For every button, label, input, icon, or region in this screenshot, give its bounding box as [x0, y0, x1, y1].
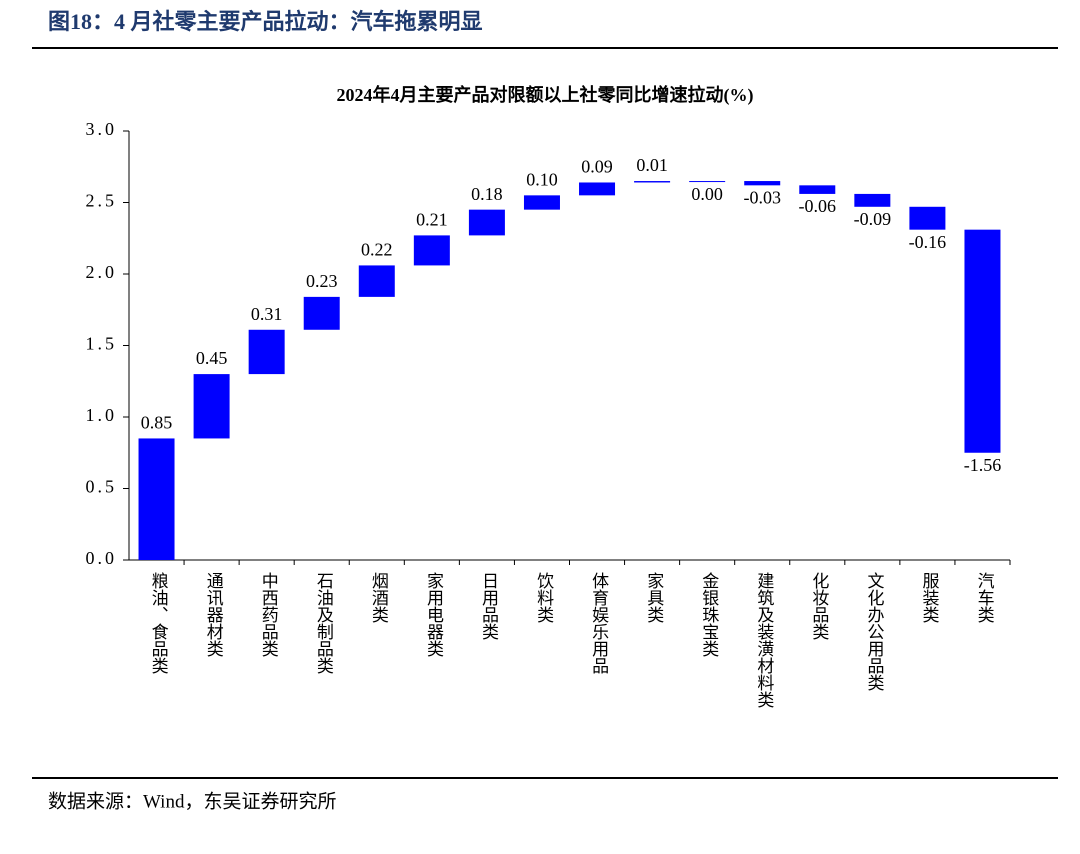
- bar: [138, 438, 175, 560]
- bar: [634, 181, 671, 183]
- bar: [689, 181, 726, 183]
- figure-title: 图18：4 月社零主要产品拉动：汽车拖累明显: [48, 9, 483, 34]
- bar: [248, 329, 285, 375]
- data-label: 0.01: [636, 155, 668, 175]
- x-tick-label: 建筑及装潢材料类: [754, 572, 774, 708]
- x-tick-label: 家用电器类: [424, 572, 444, 657]
- chart-title: 2024年4月主要产品对限额以上社零同比增速拉动(%): [337, 84, 754, 106]
- x-tick-label: 服装类: [920, 572, 940, 623]
- x-tick-label: 中西药品类: [259, 572, 279, 657]
- x-tick-label: 通讯器材类: [204, 572, 224, 657]
- x-tick-label: 烟酒类: [369, 572, 389, 623]
- data-label: 0.22: [361, 240, 393, 260]
- x-tick-label: 文化办公用品类: [864, 572, 884, 691]
- data-label: -1.56: [964, 455, 1002, 475]
- y-tick-label: 1.5: [86, 334, 118, 354]
- bar: [523, 195, 560, 210]
- bar: [744, 181, 781, 186]
- data-label: 0.21: [416, 210, 448, 230]
- bar: [799, 185, 836, 194]
- bar: [303, 296, 340, 330]
- data-label: 0.85: [141, 413, 173, 433]
- y-tick-label: 0.5: [86, 477, 118, 497]
- bar: [909, 206, 946, 230]
- bar: [579, 182, 616, 196]
- x-tick-label: 日用品类: [479, 572, 499, 640]
- y-tick-label: 0.0: [86, 548, 118, 568]
- data-label: 0.23: [306, 271, 338, 291]
- x-tick-label: 化妆品类: [809, 572, 829, 640]
- x-tick-label: 粮油、食品类: [149, 572, 169, 674]
- x-tick-label: 家具类: [644, 572, 664, 623]
- x-tick-label: 汽车类: [975, 572, 995, 623]
- y-tick-label: 2.0: [86, 262, 118, 282]
- data-label: 0.10: [526, 169, 558, 189]
- y-tick-label: 1.0: [86, 405, 118, 425]
- y-tick-label: 2.5: [86, 191, 118, 211]
- bar: [854, 193, 891, 207]
- data-label: 0.31: [251, 304, 283, 324]
- bar: [468, 209, 505, 236]
- x-tick-label: 石油及制品类: [314, 572, 334, 674]
- bar: [413, 235, 450, 266]
- data-label: 0.09: [581, 157, 613, 177]
- data-label: -0.16: [909, 232, 947, 252]
- x-tick-label: 体育娱乐用品: [589, 572, 609, 674]
- data-label: 0.18: [471, 184, 503, 204]
- data-label: -0.03: [743, 187, 781, 207]
- data-label: -0.09: [854, 209, 892, 229]
- data-label: -0.06: [799, 196, 837, 216]
- bar: [358, 265, 395, 297]
- x-tick-label: 金银珠宝类: [699, 572, 719, 657]
- bar: [964, 229, 1001, 453]
- bar: [193, 374, 230, 439]
- x-tick-label: 饮料类: [534, 572, 554, 623]
- data-label: 0.45: [196, 348, 228, 368]
- data-label: 0.00: [691, 184, 723, 204]
- y-tick-label: 3.0: [86, 119, 118, 139]
- source-note: 数据来源：Wind，东吴证券研究所: [48, 790, 336, 812]
